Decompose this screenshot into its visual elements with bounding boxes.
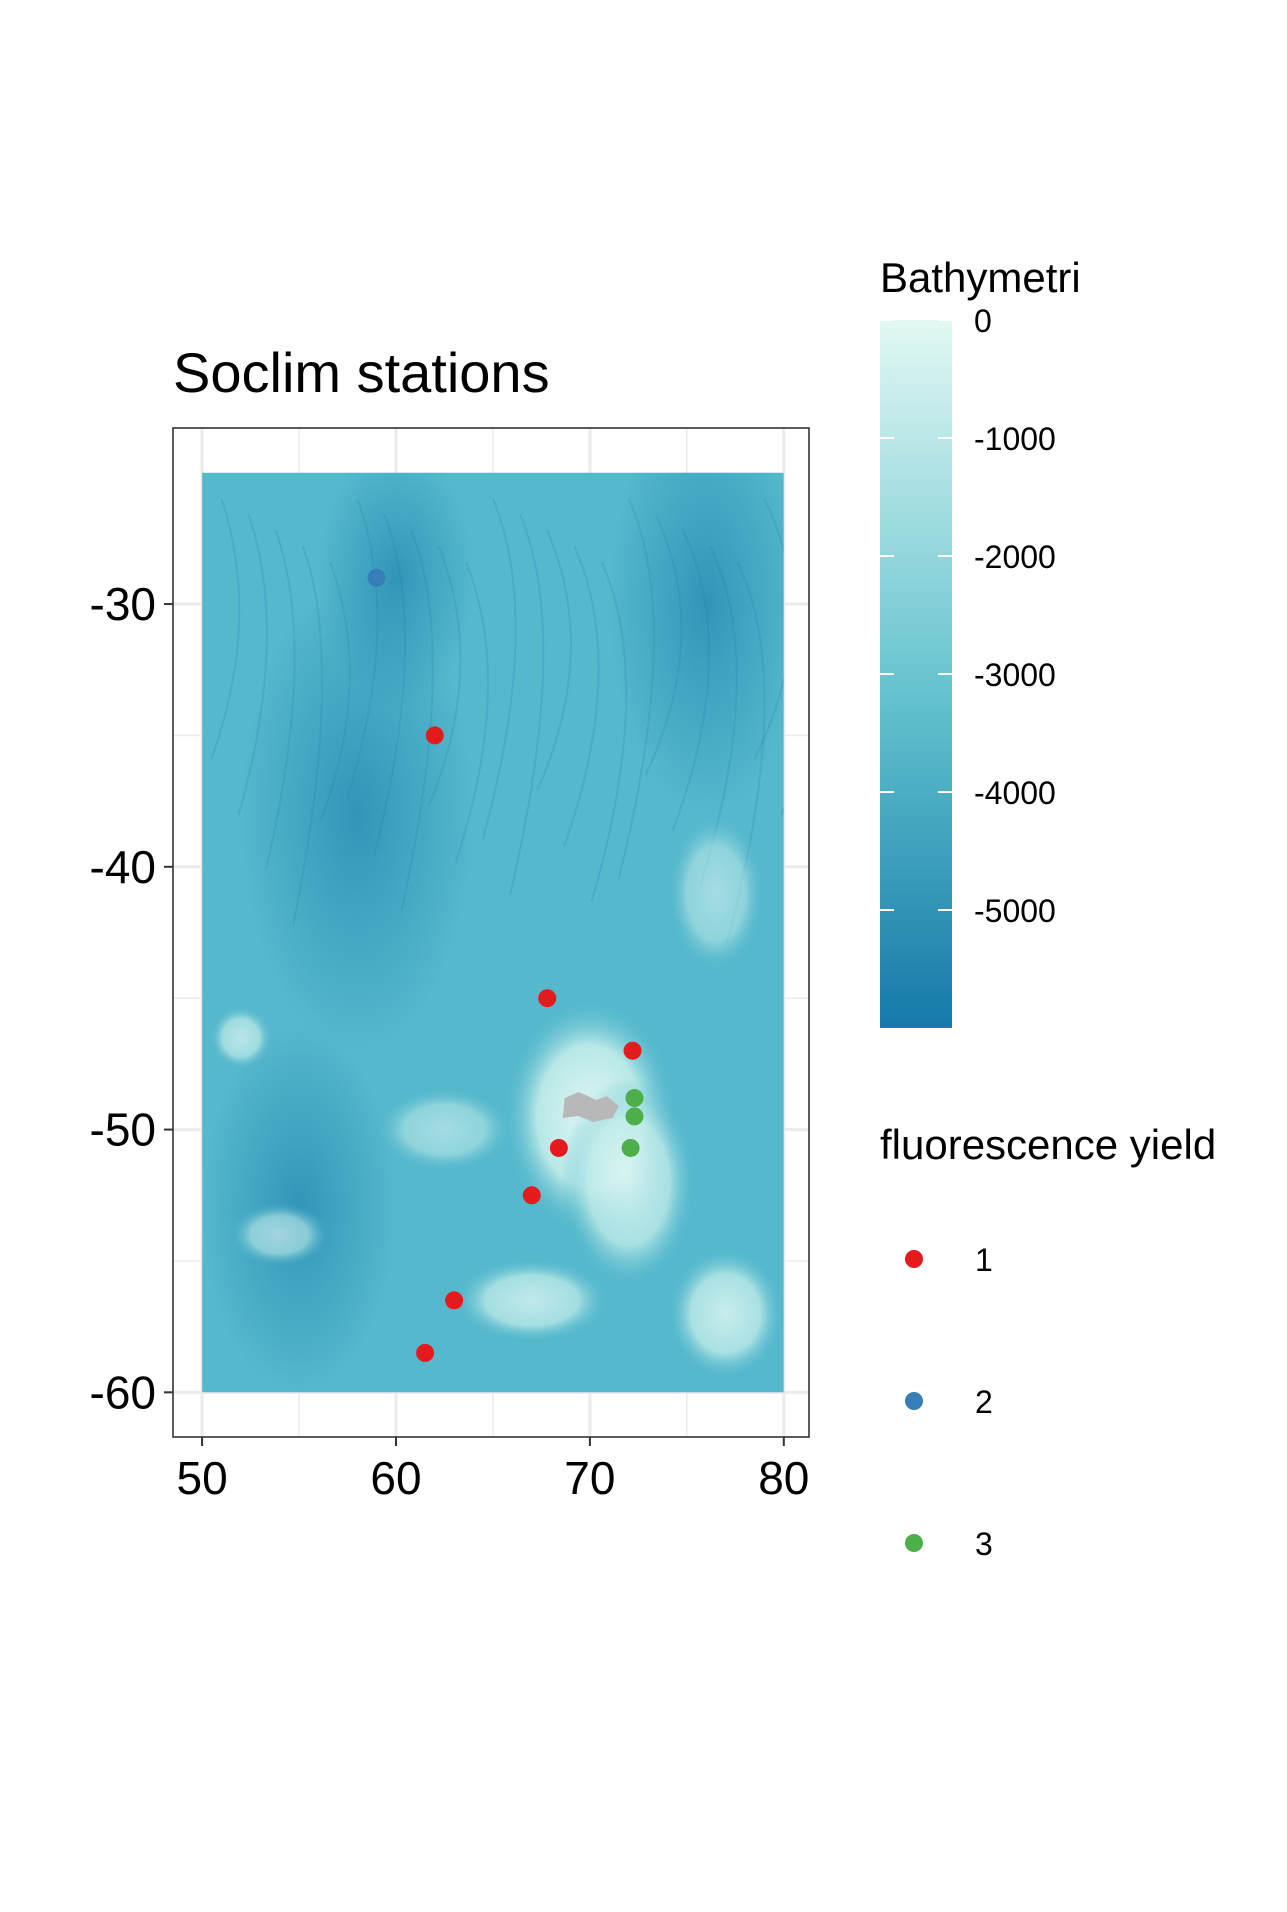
island-land xyxy=(562,1092,619,1123)
x-tick-label: 60 xyxy=(370,1452,421,1504)
x-axis: 50 60 70 80 xyxy=(176,1437,809,1504)
colorbar-label: -3000 xyxy=(974,657,1056,693)
bathymetry-legend: Bathymetri 0 -1000 -2000 -3000 -4000 -5000 xyxy=(880,254,1081,1028)
panel-border xyxy=(172,427,810,1438)
ridge-streak xyxy=(509,514,545,895)
ridge-streak xyxy=(373,514,407,855)
ridge-streak xyxy=(563,545,600,847)
ridge-streak xyxy=(291,545,324,927)
ridge-streak xyxy=(427,545,462,807)
ridge-streak xyxy=(644,514,683,776)
legend-key-dot xyxy=(905,1250,923,1268)
station-point xyxy=(625,1089,644,1108)
fluorescence-legend-keys: 1 2 3 xyxy=(905,1242,993,1562)
station-point xyxy=(621,1138,640,1157)
map-title: Soclim stations xyxy=(173,341,550,404)
station-point xyxy=(625,1107,644,1126)
legend-key-label: 2 xyxy=(975,1384,993,1420)
ridge-streak xyxy=(454,561,490,863)
ridge-streak xyxy=(753,498,784,760)
shallow-shelf xyxy=(454,1258,610,1343)
shallow-shelf xyxy=(231,1203,329,1267)
legend-key-dot xyxy=(905,1534,923,1552)
shallow-shelf xyxy=(376,1087,513,1172)
station-point xyxy=(538,989,557,1008)
shallow-shelf xyxy=(667,814,765,972)
station-point xyxy=(623,1041,642,1060)
y-tick-label: -40 xyxy=(90,841,156,893)
x-tick-label: 80 xyxy=(758,1452,809,1504)
ridge-streak xyxy=(536,530,572,791)
ridge-streak xyxy=(210,498,241,760)
map-panel xyxy=(172,427,810,1438)
bathymetry-legend-title: Bathymetri xyxy=(880,254,1081,301)
y-tick-label: -50 xyxy=(90,1104,156,1156)
shallow-shelf xyxy=(560,1077,697,1288)
y-tick-label: -60 xyxy=(90,1366,156,1418)
colorbar-label: -4000 xyxy=(974,775,1056,811)
legend-key-label: 1 xyxy=(975,1242,993,1278)
x-tick-label: 70 xyxy=(564,1452,615,1504)
ridge-streak xyxy=(346,498,379,800)
shallow-shelf xyxy=(209,1006,272,1070)
station-point xyxy=(416,1343,435,1362)
station-point xyxy=(445,1291,464,1310)
station-point xyxy=(549,1138,568,1157)
ridge-streak xyxy=(264,530,296,871)
colorbar-label: -5000 xyxy=(974,893,1056,929)
station-point xyxy=(522,1186,541,1205)
colorbar-ticks: 0 -1000 -2000 -3000 -4000 -5000 xyxy=(880,303,1056,929)
fluorescence-legend-title: fluorescence yield xyxy=(880,1121,1216,1168)
ridge-streak xyxy=(237,514,268,815)
x-tick-label: 50 xyxy=(176,1452,227,1504)
ridge-streak xyxy=(590,561,628,903)
ridge-streak xyxy=(617,498,655,880)
station-point xyxy=(367,568,386,587)
colorbar-label: -1000 xyxy=(974,421,1056,457)
deep-basin xyxy=(609,472,784,815)
y-axis: -30 -40 -50 -60 xyxy=(90,578,173,1418)
stations-layer xyxy=(367,568,644,1362)
ridge-streak xyxy=(319,561,351,823)
ridge-streak xyxy=(400,530,434,911)
legend-key-dot xyxy=(905,1392,923,1410)
fluorescence-legend: fluorescence yield 1 2 3 xyxy=(880,1121,1216,1562)
shallow-shelf xyxy=(667,1247,784,1380)
deep-basin xyxy=(318,472,474,710)
station-point xyxy=(425,726,444,745)
y-tick-label: -30 xyxy=(90,578,156,630)
ridge-streak xyxy=(672,530,711,831)
colorbar-label: -2000 xyxy=(974,539,1056,575)
bathymetry-raster xyxy=(202,472,784,1393)
colorbar-label: 0 xyxy=(974,303,992,339)
ridge-streak xyxy=(481,498,517,840)
legend-key-label: 3 xyxy=(975,1526,993,1562)
